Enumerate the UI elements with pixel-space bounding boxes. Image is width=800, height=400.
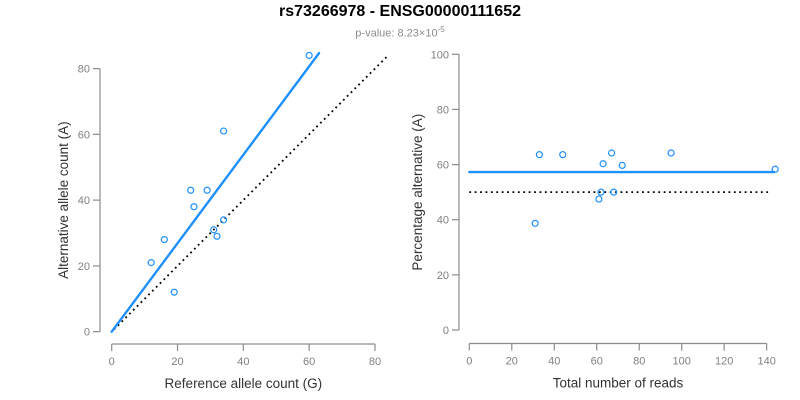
x-tick-label: 60 bbox=[591, 356, 603, 368]
y-tick-label: 80 bbox=[78, 64, 90, 76]
x-tick-label: 0 bbox=[466, 356, 472, 368]
y-tick-label: 20 bbox=[78, 261, 90, 273]
figure-title: rs73266978 - ENSG00000111652 bbox=[279, 3, 521, 20]
p-value-subtitle: p-value: 8.23×10-5 bbox=[0, 23, 800, 41]
data-point bbox=[219, 127, 228, 135]
data-point bbox=[170, 288, 178, 296]
regression-fit-line bbox=[110, 51, 321, 333]
data-point bbox=[531, 219, 539, 227]
data-point bbox=[219, 216, 228, 224]
x-tick-label: 40 bbox=[237, 356, 249, 368]
data-point bbox=[771, 165, 779, 173]
x-tick-label: 100 bbox=[673, 356, 691, 368]
data-point bbox=[190, 203, 198, 211]
x-tick-label: 140 bbox=[757, 356, 775, 368]
x-tick-label: 20 bbox=[506, 356, 518, 368]
data-point bbox=[608, 149, 616, 157]
y-tick-label: 0 bbox=[443, 325, 449, 337]
data-point bbox=[618, 161, 626, 170]
data-point bbox=[187, 186, 195, 194]
x-axis-title: Reference allele count (G) bbox=[165, 376, 323, 391]
x-tick-label: 80 bbox=[369, 356, 381, 368]
x-tick-label: 80 bbox=[633, 356, 645, 368]
identity-line bbox=[113, 54, 389, 331]
data-point bbox=[667, 149, 675, 157]
data-point bbox=[210, 226, 218, 234]
x-tick-label: 120 bbox=[715, 356, 733, 368]
y-tick-label: 80 bbox=[437, 104, 449, 116]
y-tick-label: 40 bbox=[78, 195, 90, 207]
p-value-text: p-value: 8.23×10 bbox=[355, 27, 438, 40]
data-point bbox=[595, 195, 603, 203]
x-tick-label: 40 bbox=[548, 356, 560, 368]
y-tick-label: 60 bbox=[437, 160, 449, 172]
data-point bbox=[610, 188, 618, 196]
plots-row: 0 20 40 60 80 0 20 40 60 80 Reference allele count… bbox=[0, 40, 800, 400]
y-tick-label: 20 bbox=[437, 270, 449, 282]
x-axis-title: Total number of reads bbox=[553, 376, 684, 391]
data-point bbox=[147, 259, 155, 267]
data-point bbox=[160, 236, 168, 244]
data-point bbox=[597, 188, 605, 196]
percentage-vs-reads-scatter-plot: 0 20 40 60 80 100 0 20 40 60 80 100 120 140 Total numb… bbox=[410, 49, 779, 391]
y-axis-title: Percentage alternative (A) bbox=[410, 114, 425, 271]
x-tick-label: 20 bbox=[171, 356, 183, 368]
data-point bbox=[559, 151, 567, 159]
y-tick-label: 0 bbox=[84, 327, 90, 339]
data-point bbox=[535, 151, 543, 159]
x-tick-label: 0 bbox=[109, 356, 115, 368]
allele-count-scatter-plot: 0 20 40 60 80 0 20 40 60 80 Reference allele count… bbox=[56, 51, 389, 391]
figure-header: rs73266978 - ENSG00000111652 p-value: 8.… bbox=[0, 2, 800, 41]
y-tick-label: 100 bbox=[431, 49, 449, 61]
y-tick-label: 60 bbox=[78, 129, 90, 141]
data-point bbox=[599, 160, 607, 168]
data-point bbox=[305, 51, 313, 60]
y-axis-title: Alternative allele count (A) bbox=[56, 121, 71, 279]
data-point bbox=[213, 232, 221, 240]
y-tick-label: 40 bbox=[437, 215, 449, 227]
data-point bbox=[203, 186, 211, 194]
p-value-exponent: -5 bbox=[437, 25, 445, 34]
x-tick-label: 60 bbox=[303, 356, 315, 368]
